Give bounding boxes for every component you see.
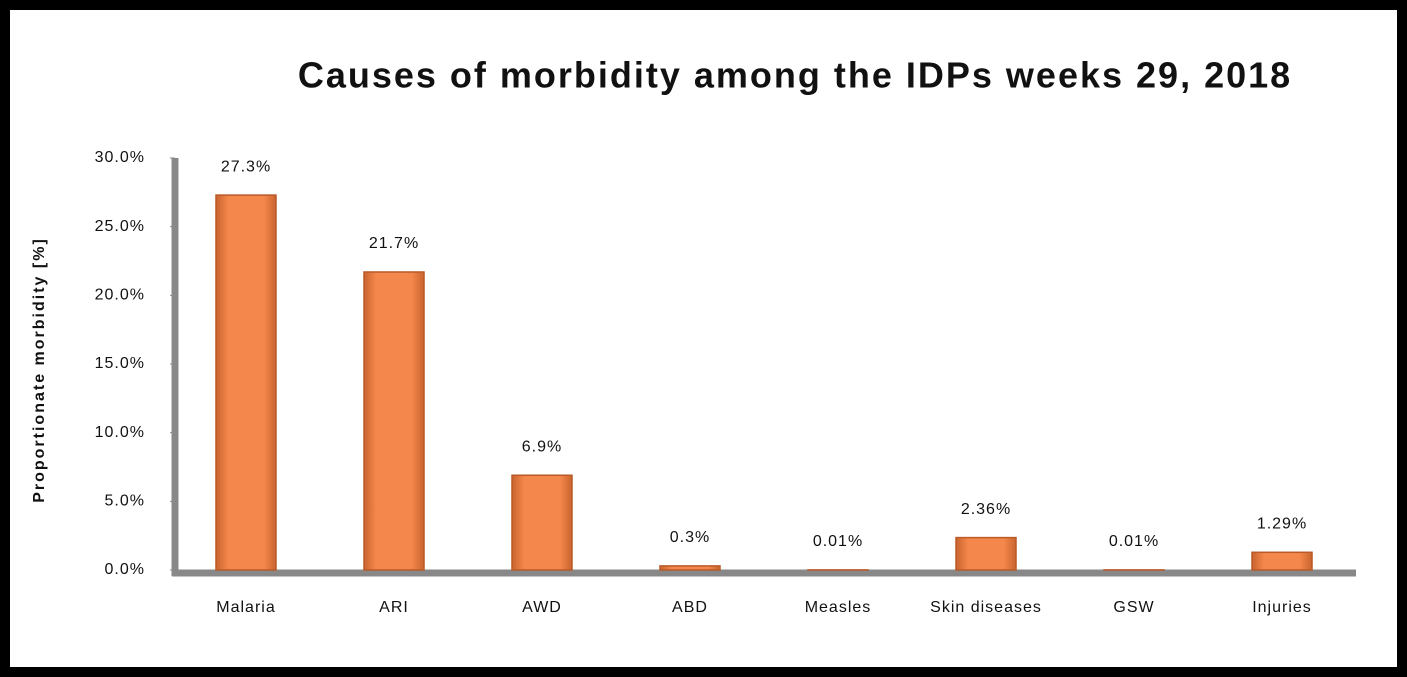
bar (1251, 551, 1313, 571)
x-tick-label: Injuries (1252, 599, 1312, 616)
y-tick-label: 25.0% (95, 218, 145, 235)
x-tick-label: Measles (805, 599, 872, 616)
x-tick-label: ARI (379, 599, 409, 616)
x-tick-label: ABD (672, 599, 708, 616)
value-label: 27.3% (221, 158, 271, 175)
value-label: 0.3% (670, 529, 710, 546)
x-tick-label: Skin diseases (930, 599, 1042, 616)
value-label: 1.29% (1257, 516, 1307, 533)
bar (955, 536, 1017, 571)
bar (363, 271, 425, 571)
y-tick-label: 0.0% (105, 561, 145, 578)
y-tick-label: 20.0% (95, 287, 145, 304)
x-tick-label: Malaria (216, 599, 275, 616)
y-tick-label: 15.0% (95, 355, 145, 372)
x-tick-label: GSW (1113, 599, 1154, 616)
y-tick-label: 30.0% (95, 149, 145, 166)
bar (511, 474, 573, 571)
x-tick-label: AWD (522, 599, 562, 616)
y-tick-label: 10.0% (95, 424, 145, 441)
chart-title: Causes of morbidity among the IDPs weeks… (298, 55, 1292, 96)
y-axis-label: Proportionate morbidity [%] (31, 237, 48, 503)
value-label: 6.9% (522, 438, 562, 455)
bar (215, 194, 277, 571)
value-label: 0.01% (813, 533, 863, 550)
bar (659, 565, 721, 571)
value-label: 2.36% (961, 501, 1011, 518)
value-label: 0.01% (1109, 533, 1159, 550)
y-tick-label: 5.0% (105, 493, 145, 510)
value-label: 21.7% (369, 235, 419, 252)
